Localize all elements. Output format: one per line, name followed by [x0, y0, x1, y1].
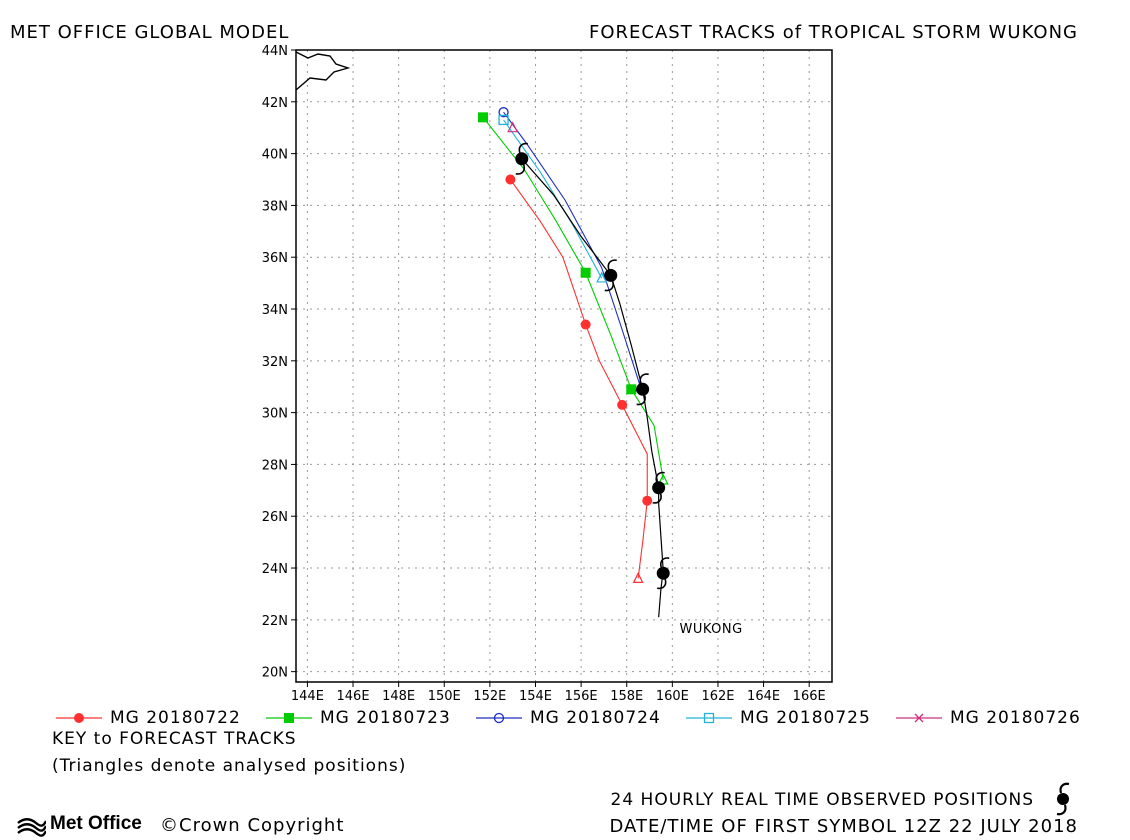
y-tick-label: 22N: [262, 614, 288, 629]
x-tick-label: 166E: [793, 689, 826, 704]
observed-position-marker: [515, 142, 529, 175]
key-title: KEY to FORECAST TRACKS: [52, 729, 297, 749]
forecast-track-mg-20180726: [507, 121, 519, 133]
forecast-position-marker: [626, 384, 637, 395]
x-tick-label: 150E: [428, 689, 461, 704]
y-tick-label: 20N: [262, 666, 288, 681]
cyclone-arm: [607, 259, 617, 270]
key-note: (Triangles denote analysed positions): [52, 756, 407, 776]
legend-symbol: [476, 712, 522, 724]
legend-label: MG 20180726: [950, 708, 1081, 728]
forecast-track-mg-20180723: [478, 112, 669, 485]
observed-positions-label: 24 HOURLY REAL TIME OBSERVED POSITIONS: [610, 790, 1034, 810]
legend-label: MG 20180725: [740, 708, 871, 728]
observed-position-dot: [636, 382, 650, 396]
y-tick-label: 24N: [262, 562, 288, 577]
x-tick-label: 164E: [747, 689, 780, 704]
legend-marker: [914, 713, 924, 723]
cyclone-arm: [636, 395, 646, 406]
y-tick-label: 34N: [262, 303, 288, 318]
forecast-position-marker: [498, 107, 509, 118]
met-office-wave-icon: [17, 818, 46, 837]
header-left: MET OFFICE GLOBAL MODEL: [10, 22, 290, 43]
analysed-position-marker: [507, 121, 519, 133]
y-tick-label: 32N: [262, 355, 288, 370]
cyclone-arm: [639, 373, 649, 384]
copyright: ©Crown Copyright: [160, 815, 345, 836]
x-tick-label: 144E: [291, 689, 324, 704]
y-tick-label: 42N: [262, 96, 288, 111]
y-tick-label: 44N: [262, 44, 288, 59]
x-tick-label: 160E: [656, 689, 689, 704]
y-tick-label: 28N: [262, 458, 288, 473]
legend: MG 20180722 MG 20180723 MG 20180724 MG 2018…: [54, 707, 1114, 731]
legend-marker: [284, 713, 294, 723]
first-symbol-datetime: DATE/TIME OF FIRST SYMBOL 12Z 22 JULY 20…: [609, 816, 1078, 837]
x-tick-label: 152E: [473, 689, 506, 704]
legend-marker: [493, 712, 505, 724]
legend-label: MG 20180723: [320, 708, 451, 728]
cyclone-arm: [518, 142, 528, 154]
observed-position-dot: [515, 152, 529, 166]
forecast-position-marker: [617, 399, 628, 410]
forecast-track-line: [509, 179, 648, 579]
y-tick-label: 36N: [262, 251, 288, 266]
cyclone-arm: [657, 578, 667, 590]
cyclone-arm: [659, 557, 670, 568]
cyclone-arm: [652, 493, 662, 504]
chart-title: FORECAST TRACKS of TROPICAL STORM WUKONG: [589, 22, 1078, 43]
y-tick-label: 38N: [262, 199, 288, 214]
forecast-track-line: [503, 111, 641, 387]
grid: [296, 50, 832, 682]
x-tick-label: 146E: [337, 689, 370, 704]
cyclone-arm: [515, 164, 526, 175]
cyclone-arm: [604, 281, 614, 292]
x-tick-label: 158E: [610, 689, 643, 704]
y-tick-label: 26N: [262, 510, 288, 525]
observed-track: [515, 142, 670, 618]
forecast-position-marker: [580, 319, 591, 330]
forecast-position-marker: [478, 112, 489, 123]
legend-symbol: [56, 713, 102, 723]
cyclone-arm: [655, 471, 665, 482]
cyclone-icon: [1056, 782, 1070, 816]
analysed-position-marker: [632, 572, 644, 583]
met-office-logo-text: Met Office: [50, 813, 142, 834]
x-tick-label: 162E: [701, 689, 734, 704]
coastline: [295, 51, 351, 91]
observed-position-marker: [636, 373, 650, 406]
forecast-position-marker: [498, 114, 509, 126]
observed-position-marker: [652, 471, 666, 504]
forecast-track-line: [503, 119, 603, 279]
legend-label: MG 20180724: [530, 708, 661, 728]
forecast-position-marker: [505, 174, 516, 185]
forecast-track-mg-20180722: [505, 174, 653, 583]
legend-marker: [74, 713, 84, 723]
observed-position-marker: [656, 557, 670, 590]
x-tick-label: 156E: [565, 689, 598, 704]
forecast-position-marker: [642, 495, 653, 506]
legend-label: MG 20180722: [110, 708, 241, 728]
legend-symbol: [686, 712, 732, 724]
forecast-track-mg-20180725: [498, 114, 608, 283]
x-tick-label: 148E: [382, 689, 415, 704]
forecast-position-marker: [580, 267, 591, 278]
legend-symbol: [896, 713, 942, 723]
forecast-track-chart: 144E 146E 148E 150E 152E 154E 156E 158E 160E 162E…: [262, 44, 833, 704]
analysed-position-marker: [596, 271, 608, 283]
x-tick-label: 154E: [519, 689, 552, 704]
y-tick-label: 30N: [262, 407, 288, 422]
observed-position-dot: [604, 268, 618, 282]
observed-position-dot: [652, 481, 666, 495]
legend-marker: [703, 712, 715, 724]
storm-name-label: WUKONG: [680, 622, 743, 637]
y-tick-label: 40N: [262, 148, 288, 163]
observed-position-marker: [604, 259, 618, 292]
plot-frame: [295, 49, 833, 683]
legend-symbol: [266, 713, 312, 723]
observed-position-dot: [656, 566, 670, 580]
forecast-track-line: [482, 117, 664, 481]
